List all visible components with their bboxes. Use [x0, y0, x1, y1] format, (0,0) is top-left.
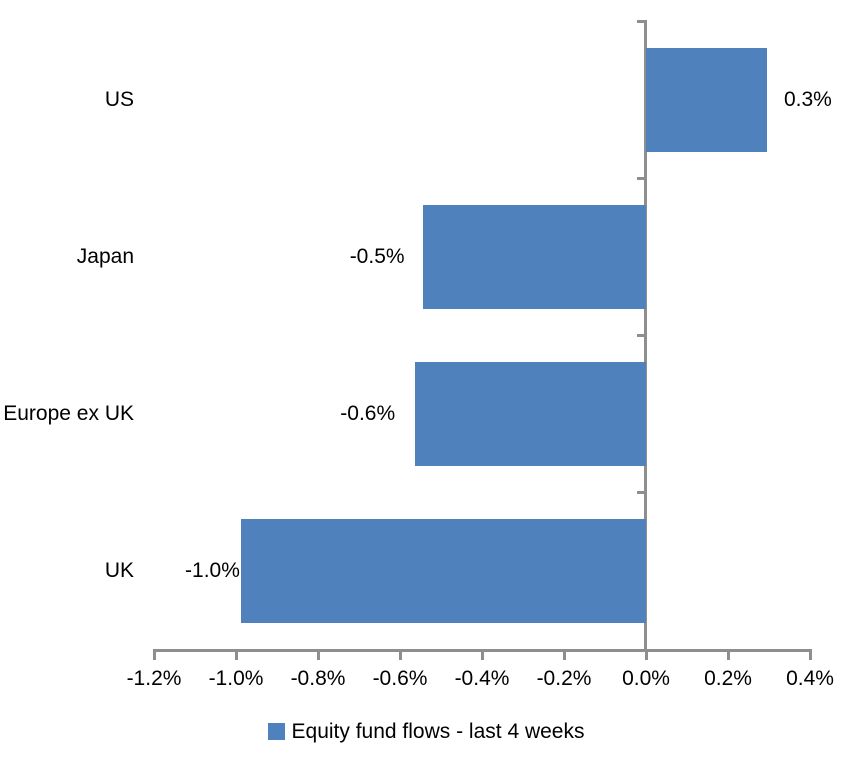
bar-japan — [422, 204, 646, 309]
category-axis-tick — [637, 491, 644, 495]
category-axis-tick — [637, 19, 644, 23]
x-axis-tick — [234, 651, 238, 660]
legend-label: Equity fund flows - last 4 weeks — [291, 719, 585, 743]
x-axis-tick — [480, 651, 484, 660]
legend: Equity fund flows - last 4 weeks — [0, 718, 852, 745]
bar-us — [646, 47, 767, 152]
data-label-us: 0.3% — [783, 87, 832, 111]
x-axis-tick — [152, 651, 156, 660]
data-label-japan: -0.5% — [349, 244, 405, 268]
value-axis-line — [152, 648, 812, 652]
x-axis-tick — [562, 651, 566, 660]
category-axis-tick — [637, 176, 644, 180]
category-label-uk: UK — [104, 559, 134, 583]
category-label-europe-ex-uk: Europe ex UK — [3, 402, 134, 426]
x-axis-tick — [398, 651, 402, 660]
x-tick-label: -0.4% — [454, 667, 510, 690]
x-tick-label: 0.2% — [704, 667, 752, 690]
x-tick-label: -0.6% — [372, 667, 428, 690]
x-axis-tick — [644, 651, 648, 660]
data-label-europe-ex-uk: -0.6% — [340, 402, 396, 426]
x-axis-tick — [808, 651, 812, 660]
category-label-japan: Japan — [76, 244, 134, 268]
x-tick-label: 0.4% — [786, 667, 834, 690]
category-label-us: US — [104, 87, 134, 111]
bar-uk — [240, 519, 646, 624]
legend-swatch-icon — [267, 723, 285, 740]
category-axis-tick — [637, 334, 644, 337]
x-tick-label: -0.8% — [290, 667, 346, 690]
category-axis-line — [644, 19, 647, 652]
bar-europe-ex-uk — [415, 362, 646, 467]
data-label-uk: -1.0% — [185, 559, 240, 583]
x-tick-label: -1.0% — [208, 667, 264, 690]
x-tick-label: 0.0% — [622, 667, 670, 690]
x-tick-label: -1.2% — [126, 667, 182, 690]
x-tick-label: -0.2% — [536, 667, 592, 690]
x-axis-tick — [726, 651, 730, 660]
x-axis-tick — [316, 651, 320, 660]
